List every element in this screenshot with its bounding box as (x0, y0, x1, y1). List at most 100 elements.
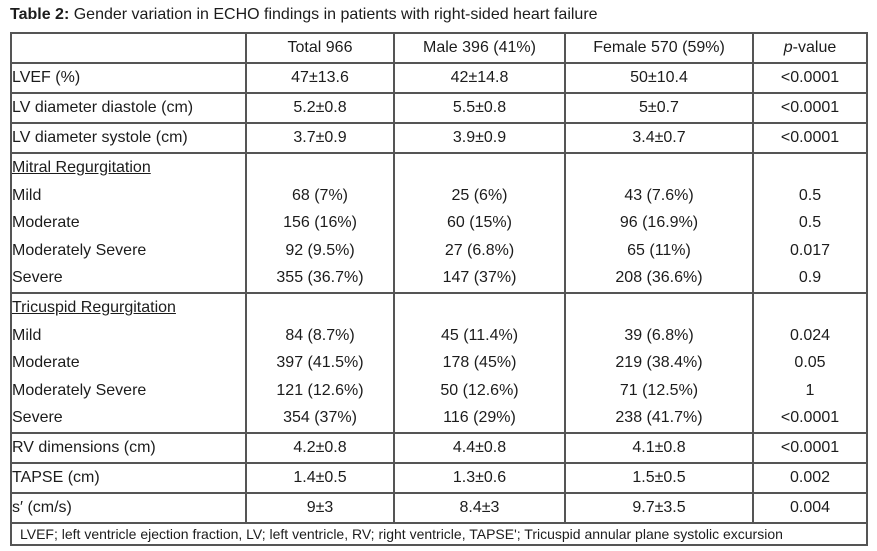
cell-female: 71 (12.5%) (619, 381, 699, 399)
section-title: Mitral Regurgitation (12, 159, 151, 176)
cell-pvalue: <0.0001 (752, 62, 868, 94)
blank-line (567, 155, 751, 182)
cell-male: 116 (29%) (443, 409, 516, 427)
cell-female: 43 (7.6%) (624, 186, 694, 204)
blank-line (396, 295, 563, 322)
cell-female: 238 (41.7%) (615, 409, 703, 427)
row-label: Severe (12, 269, 63, 287)
blank-line (248, 295, 392, 322)
cell-female: 3.4±0.7 (564, 122, 754, 154)
header-cell-male: Male 396 (41%) (393, 32, 566, 64)
section-col-male: 45 (11.4%) 178 (45%) 50 (12.6%) 116 (29%… (393, 291, 566, 434)
header-cell-empty (10, 32, 247, 64)
cell-total: 156 (16%) (283, 214, 357, 232)
cell-female: 1.5±0.5 (564, 461, 754, 494)
header-row: Total 966 Male 396 (41%) Female 570 (59%… (10, 32, 868, 64)
section-col-pvalue: 0.024 0.05 1 <0.0001 (752, 291, 868, 434)
cell-male: 5.5±0.8 (393, 92, 566, 124)
cell-total: 68 (7%) (291, 186, 349, 204)
row-label: Mild (12, 326, 42, 344)
cell-male: 25 (6%) (451, 186, 508, 204)
row-label: s′ (cm/s) (10, 491, 247, 524)
blank-line (396, 155, 563, 182)
cell-pvalue: <0.0001 (752, 431, 868, 464)
cell-female: 50±10.4 (564, 62, 754, 94)
section-col-male: 25 (6%) 60 (15%) 27 (6.8%) 147 (37%) (393, 152, 566, 294)
header-cell-pvalue: p-value (752, 32, 868, 64)
row-label: Moderately Severe (12, 241, 147, 259)
row-label: LVEF (%) (10, 62, 247, 94)
cell-total: 121 (12.6%) (276, 381, 364, 399)
cell-total: 5.2±0.8 (245, 92, 395, 124)
section-col-female: 43 (7.6%) 96 (16.9%) 65 (11%) 208 (36.6%… (564, 152, 754, 294)
table-caption-text: Gender variation in ECHO findings in pat… (69, 6, 598, 23)
blank-line (567, 295, 751, 322)
section-tricuspid-regurgitation: Tricuspid Regurgitation Mild Moderate Mo… (10, 291, 868, 434)
cell-pvalue: 1 (805, 381, 815, 399)
row-label: Moderately Severe (12, 381, 147, 399)
table-caption-number: Table 2: (10, 6, 70, 23)
cell-female: 65 (11%) (627, 241, 691, 259)
cell-female: 39 (6.8%) (624, 326, 694, 344)
table-footnote-row: LVEF; left ventricle ejection fraction, … (10, 521, 868, 546)
cell-total: 1.4±0.5 (245, 461, 395, 494)
pvalue-p: p (783, 39, 793, 56)
table-row-lv-diastole: LV diameter diastole (cm) 5.2±0.8 5.5±0.… (10, 92, 868, 124)
table-footnote: LVEF; left ventricle ejection fraction, … (10, 521, 868, 546)
section-labels: Tricuspid Regurgitation Mild Moderate Mo… (10, 291, 247, 434)
cell-pvalue: 0.002 (752, 461, 868, 494)
table-row-s-prime: s′ (cm/s) 9±3 8.4±3 9.7±3.5 0.004 (10, 491, 868, 524)
cell-total: 3.7±0.9 (245, 122, 395, 154)
cell-pvalue: 0.004 (752, 491, 868, 524)
cell-male: 60 (15%) (447, 214, 512, 232)
cell-pvalue: <0.0001 (752, 122, 868, 154)
cell-male: 4.4±0.8 (393, 431, 566, 464)
table-row-tapse: TAPSE (cm) 1.4±0.5 1.3±0.6 1.5±0.5 0.002 (10, 461, 868, 494)
cell-male: 3.9±0.9 (393, 122, 566, 154)
section-mitral-regurgitation: Mitral Regurgitation Mild Moderate Moder… (10, 152, 868, 294)
blank-line (755, 295, 865, 322)
section-title: Tricuspid Regurgitation (12, 298, 176, 316)
pvalue-rest: -value (792, 39, 837, 56)
cell-pvalue: 0.5 (798, 214, 822, 232)
row-label: Severe (12, 409, 63, 427)
cell-female: 4.1±0.8 (564, 431, 754, 464)
blank-line (248, 155, 392, 182)
cell-male: 50 (12.6%) (440, 381, 519, 399)
header-cell-total: Total 966 (245, 32, 395, 64)
cell-male: 42±14.8 (393, 62, 566, 94)
cell-total: 9±3 (245, 491, 395, 524)
header-cell-female: Female 570 (59%) (564, 32, 754, 64)
row-label: LV diameter systole (cm) (10, 122, 247, 154)
cell-total: 354 (37%) (283, 409, 357, 427)
cell-total: 84 (8.7%) (285, 326, 355, 344)
cell-pvalue: <0.0001 (780, 409, 840, 427)
cell-male: 147 (37%) (442, 269, 517, 287)
row-label: Moderate (12, 214, 80, 232)
section-col-total: 68 (7%) 156 (16%) 92 (9.5%) 355 (36.7%) (245, 152, 395, 294)
section-labels: Mitral Regurgitation Mild Moderate Moder… (10, 152, 247, 294)
cell-total: 4.2±0.8 (245, 431, 395, 464)
cell-male: 45 (11.4%) (440, 326, 519, 344)
cell-total: 92 (9.5%) (285, 241, 355, 259)
cell-female: 208 (36.6%) (615, 269, 703, 287)
row-label: TAPSE (cm) (10, 461, 247, 494)
row-label: Mild (12, 186, 42, 204)
table-row-lvef: LVEF (%) 47±13.6 42±14.8 50±10.4 <0.0001 (10, 62, 868, 94)
table-caption: Table 2: Gender variation in ECHO findin… (10, 4, 867, 26)
section-col-pvalue: 0.5 0.5 0.017 0.9 (752, 152, 868, 294)
cell-female: 96 (16.9%) (619, 214, 699, 232)
cell-pvalue: 0.9 (798, 269, 822, 287)
blank-line (755, 155, 865, 182)
cell-pvalue: 0.017 (789, 241, 831, 259)
echo-findings-table: Total 966 Male 396 (41%) Female 570 (59%… (10, 32, 868, 546)
table-row-rv-dimensions: RV dimensions (cm) 4.2±0.8 4.4±0.8 4.1±0… (10, 431, 868, 464)
row-label: LV diameter diastole (cm) (10, 92, 247, 124)
cell-male: 178 (45%) (442, 354, 517, 372)
cell-pvalue: <0.0001 (752, 92, 868, 124)
table-row-lv-systole: LV diameter systole (cm) 3.7±0.9 3.9±0.9… (10, 122, 868, 154)
cell-pvalue: 0.5 (798, 186, 822, 204)
cell-male: 1.3±0.6 (393, 461, 566, 494)
row-label: Moderate (12, 354, 80, 372)
